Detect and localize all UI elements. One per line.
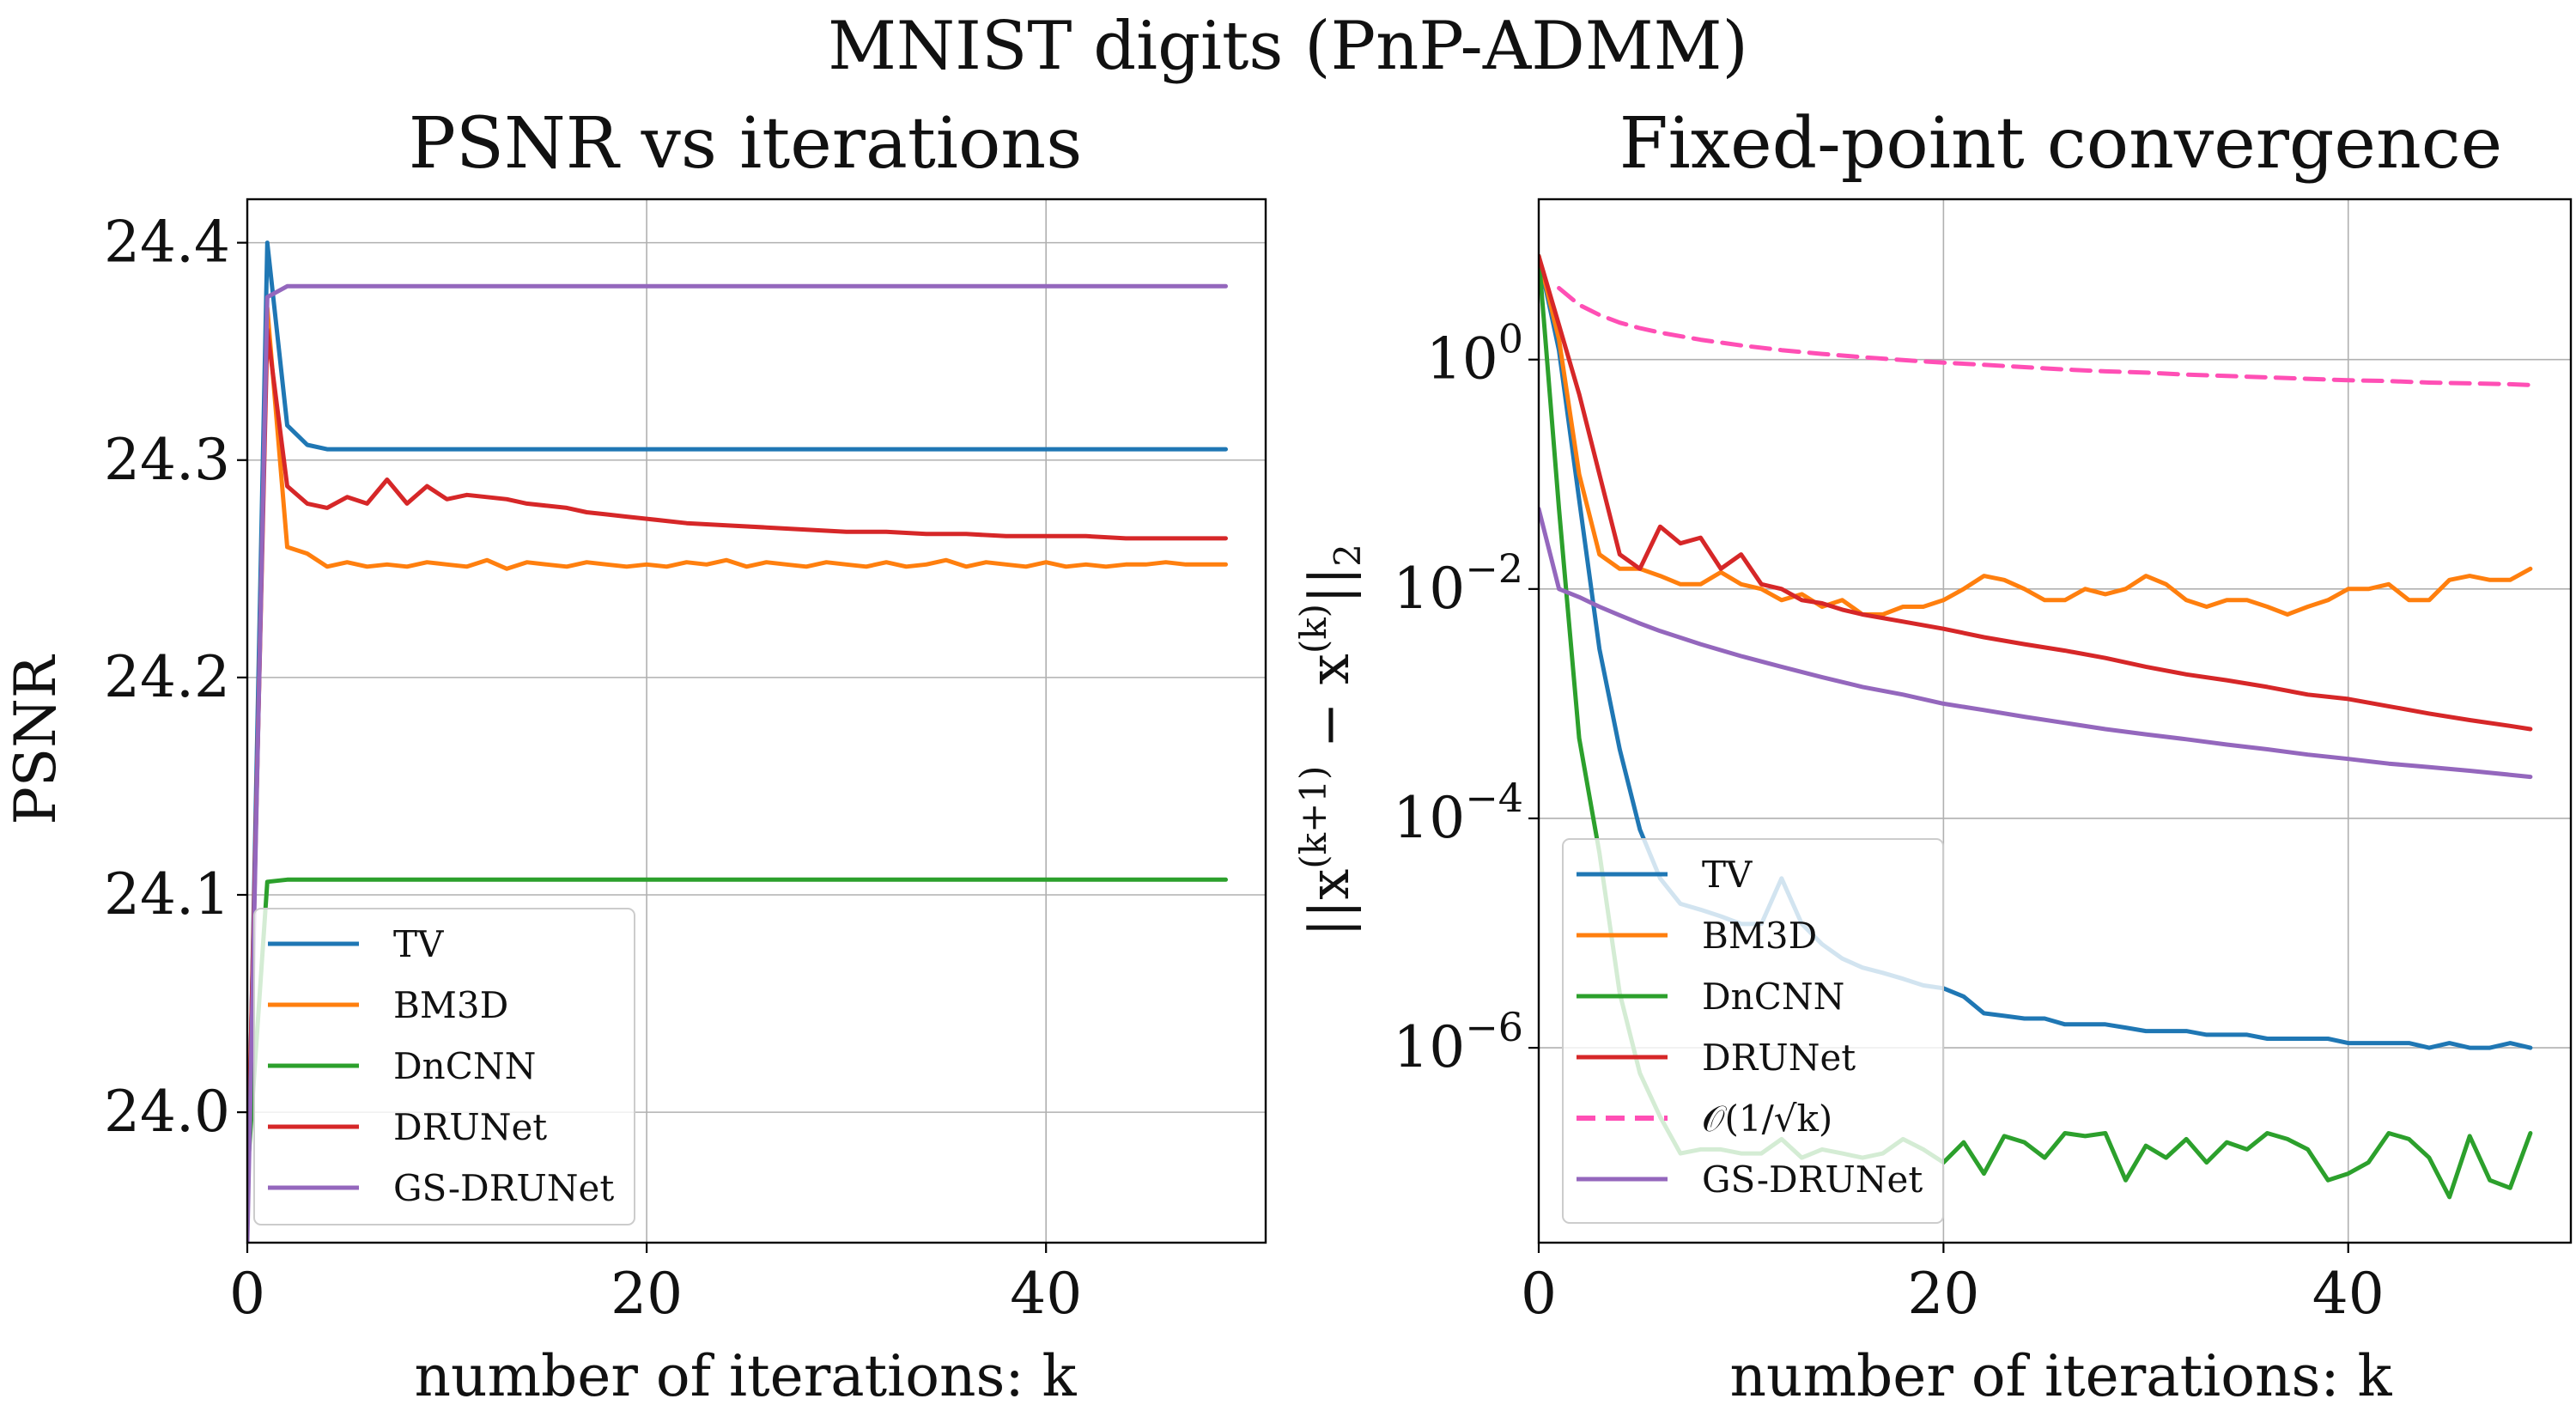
psnr-plot-frame — [246, 198, 1267, 1244]
convergence-series-1-k-line — [1557, 286, 2533, 387]
convergence-y-tick-label: 10−2 — [1393, 545, 1523, 622]
convergence-legend-label: DnCNN — [1702, 976, 1844, 1018]
convergence-y-axis-label: ||x(k+1) − x(k)||2 — [1292, 544, 1369, 937]
convergence-series-bm3d-line — [1539, 253, 2533, 617]
psnr-panel-title: PSNR vs iterations — [409, 103, 1083, 185]
psnr-legend-label: BM3D — [393, 984, 508, 1026]
psnr-legend-label: DnCNN — [393, 1045, 536, 1087]
psnr-x-tick-label: 20 — [611, 1261, 683, 1327]
psnr-y-axis-label: PSNR — [3, 654, 69, 824]
psnr-legend-box — [253, 908, 635, 1225]
convergence-legend-label: TV — [1702, 854, 1753, 896]
psnr-series-drunet-line — [247, 327, 1228, 1201]
convergence-legend-label: GS-DRUNet — [1702, 1159, 1923, 1201]
psnr-x-tick-label: 0 — [229, 1261, 265, 1327]
psnr-y-tick-label: 24.2 — [104, 644, 230, 710]
convergence-y-tick-label: 10−6 — [1393, 1004, 1523, 1080]
convergence-y-tick-label: 100 — [1426, 316, 1523, 392]
convergence-series-drunet-line — [1539, 253, 2533, 732]
convergence-legend-label: 𝒪(1/√k) — [1702, 1098, 1832, 1140]
convergence-legend-label: BM3D — [1702, 915, 1817, 957]
psnr-legend-label: GS-DRUNet — [393, 1167, 614, 1209]
psnr-y-tick-label: 24.0 — [104, 1079, 230, 1145]
psnr-series-bm3d-line — [247, 306, 1228, 1224]
psnr-y-tick-label: 24.3 — [104, 427, 230, 493]
convergence-x-tick-label: 0 — [1521, 1261, 1557, 1327]
psnr-series-tv-line — [247, 240, 1228, 1224]
convergence-series-gs-drunet-line — [1539, 507, 2533, 780]
figure-title: MNIST digits (PnP-ADMM) — [828, 8, 1748, 85]
convergence-y-tick-label: 10−4 — [1393, 775, 1523, 851]
convergence-legend-label: DRUNet — [1702, 1037, 1856, 1079]
convergence-x-tick-label: 40 — [2312, 1261, 2385, 1327]
psnr-legend: TV BM3D DnCNN DRUNet GS-DRUNet — [253, 908, 635, 1225]
psnr-x-axis-label: number of iterations: k — [414, 1343, 1077, 1409]
psnr-legend-label: TV — [393, 923, 444, 965]
psnr-series-group — [247, 240, 1228, 1243]
convergence-panel: Fixed-point convergence number of iterat… — [1292, 103, 2573, 1409]
psnr-y-tick-label: 24.4 — [104, 210, 230, 276]
convergence-x-tick-label: 20 — [1907, 1261, 1979, 1327]
convergence-panel-title: Fixed-point convergence — [1619, 103, 2502, 185]
psnr-panel: PSNR vs iterations PSNR number of iterat… — [3, 103, 1267, 1409]
convergence-legend: TV BM3D DnCNN DRUNet 𝒪(1/√k) GS-DRUNet — [1562, 838, 1944, 1224]
convergence-x-axis-label: number of iterations: k — [1729, 1343, 2392, 1409]
psnr-legend-label: DRUNet — [393, 1106, 547, 1148]
psnr-series-dncnn-line — [247, 877, 1228, 1180]
convergence-plot-frame — [1537, 198, 2573, 1244]
psnr-y-tick-label: 24.1 — [104, 861, 230, 927]
psnr-series-gs-drunet-line — [247, 283, 1228, 1243]
psnr-x-tick-label: 40 — [1010, 1261, 1082, 1327]
